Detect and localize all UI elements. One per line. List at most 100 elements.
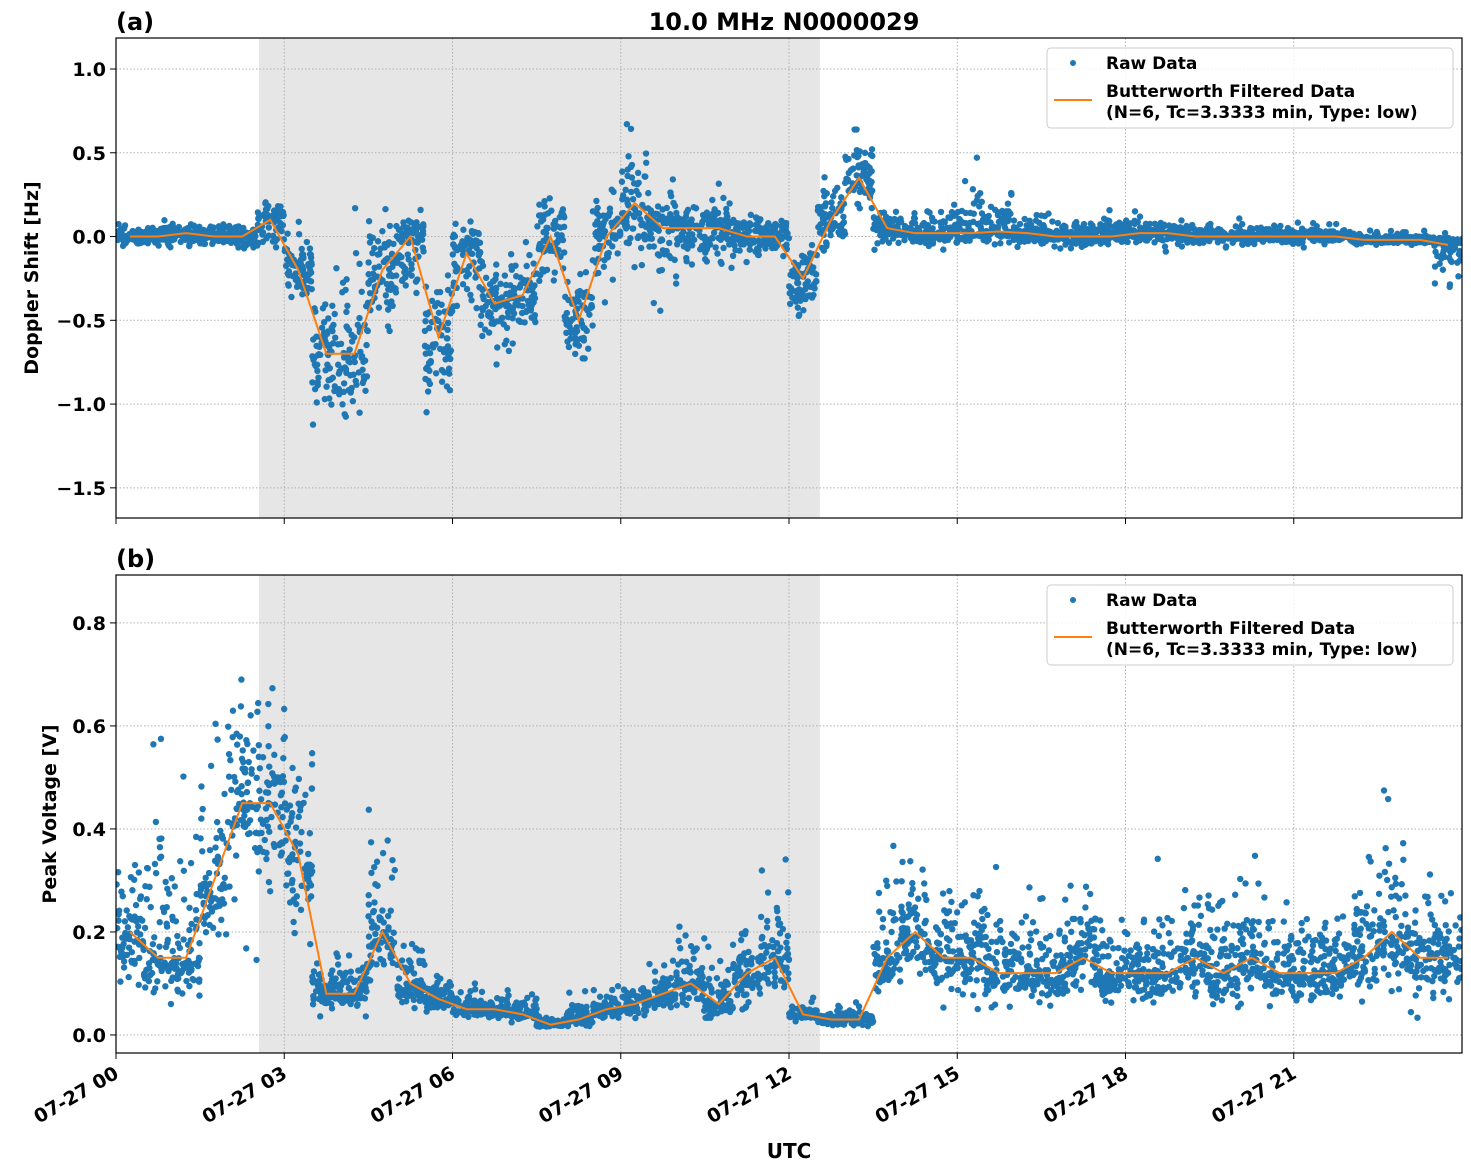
raw-data-point: [580, 337, 588, 344]
raw-data-point: [333, 264, 340, 272]
raw-data-point: [901, 236, 908, 244]
raw-data-point: [307, 269, 315, 276]
raw-data-point: [521, 319, 528, 326]
raw-data-point: [411, 1004, 418, 1012]
raw-data-point: [269, 685, 276, 692]
raw-data-point: [164, 229, 171, 236]
raw-data-point: [977, 220, 984, 228]
raw-data-point: [829, 204, 836, 212]
raw-data-point: [504, 987, 511, 994]
raw-data-point: [386, 327, 393, 335]
raw-data-point: [536, 201, 543, 208]
raw-data-point: [261, 836, 268, 844]
raw-data-point: [365, 271, 372, 278]
raw-data-point: [1251, 240, 1258, 248]
raw-data-point: [121, 918, 129, 925]
raw-data-point: [365, 280, 372, 287]
raw-data-point: [1310, 237, 1318, 245]
raw-data-point: [732, 246, 739, 254]
raw-data-point: [180, 867, 188, 874]
raw-data-point: [560, 211, 567, 219]
raw-data-point: [1353, 232, 1360, 239]
raw-data-point: [344, 302, 351, 310]
raw-data-point: [254, 848, 261, 856]
raw-data-point: [1081, 239, 1088, 247]
raw-data-point: [548, 207, 555, 214]
raw-data-point: [209, 240, 216, 248]
raw-data-point: [269, 212, 276, 219]
raw-data-point: [722, 1006, 730, 1014]
raw-data-point: [717, 216, 724, 224]
raw-data-point: [285, 282, 292, 289]
raw-data-point: [438, 366, 446, 374]
raw-data-point: [408, 940, 416, 948]
raw-data-point: [807, 283, 814, 291]
raw-data-point: [426, 349, 434, 357]
raw-data-point: [363, 373, 371, 380]
raw-data-point: [536, 277, 543, 285]
raw-data-point: [264, 823, 272, 830]
raw-data-point: [199, 805, 206, 813]
raw-data-point: [362, 302, 370, 310]
raw-data-point: [682, 932, 689, 939]
raw-data-point: [1188, 221, 1196, 229]
raw-data-point: [334, 961, 342, 968]
raw-data-point: [235, 236, 243, 244]
raw-data-point: [890, 235, 897, 242]
raw-data-point: [351, 358, 358, 366]
raw-data-point: [356, 314, 363, 322]
raw-data-point: [216, 885, 224, 892]
legend-filtered-label: Butterworth Filtered Data: [1106, 82, 1355, 102]
y-tick-label: 0.8: [72, 613, 106, 635]
raw-data-point: [308, 750, 316, 757]
raw-data-point: [248, 766, 255, 773]
raw-data-point: [505, 347, 513, 355]
raw-data-point: [408, 260, 415, 268]
y-tick-label: −0.5: [56, 310, 106, 332]
raw-data-point: [589, 208, 597, 215]
raw-data-point: [966, 219, 974, 227]
raw-data-point: [309, 973, 316, 981]
raw-data-point: [225, 750, 233, 758]
raw-data-point: [315, 977, 323, 985]
raw-data-point: [617, 231, 624, 239]
raw-data-point: [286, 802, 294, 809]
raw-data-point: [365, 218, 373, 225]
raw-data-point: [356, 260, 363, 268]
raw-data-point: [565, 296, 572, 304]
raw-data-point: [746, 246, 753, 253]
raw-data-point: [297, 848, 304, 855]
raw-data-point: [347, 372, 354, 379]
raw-data-point: [391, 866, 398, 874]
raw-data-point: [753, 214, 761, 222]
raw-data-point: [295, 218, 302, 225]
raw-data-point: [1033, 211, 1040, 219]
raw-data-point: [444, 272, 452, 279]
raw-data-point: [708, 234, 716, 242]
raw-data-point: [379, 277, 386, 284]
raw-data-point: [146, 964, 153, 972]
raw-data-point: [156, 227, 164, 235]
raw-data-point: [221, 790, 228, 798]
raw-data-point: [688, 261, 696, 268]
raw-data-point: [633, 1004, 641, 1012]
raw-data-point: [226, 883, 233, 890]
raw-data-point: [1456, 257, 1462, 264]
raw-data-point: [536, 242, 543, 249]
raw-data-point: [343, 276, 350, 283]
raw-data-point: [1057, 245, 1064, 252]
raw-data-point: [973, 154, 981, 161]
raw-data-point: [608, 186, 615, 193]
raw-data-point: [271, 751, 278, 759]
raw-data-point: [969, 186, 977, 193]
raw-data-point: [276, 224, 283, 232]
raw-data-point: [667, 1003, 675, 1011]
raw-data-point: [677, 236, 684, 244]
raw-data-point: [170, 223, 177, 231]
raw-data-point: [125, 944, 133, 951]
raw-data-point: [1098, 227, 1106, 234]
raw-data-point: [827, 227, 834, 234]
raw-data-point: [794, 279, 801, 287]
raw-data-point: [855, 152, 862, 160]
raw-data-point: [383, 280, 391, 288]
